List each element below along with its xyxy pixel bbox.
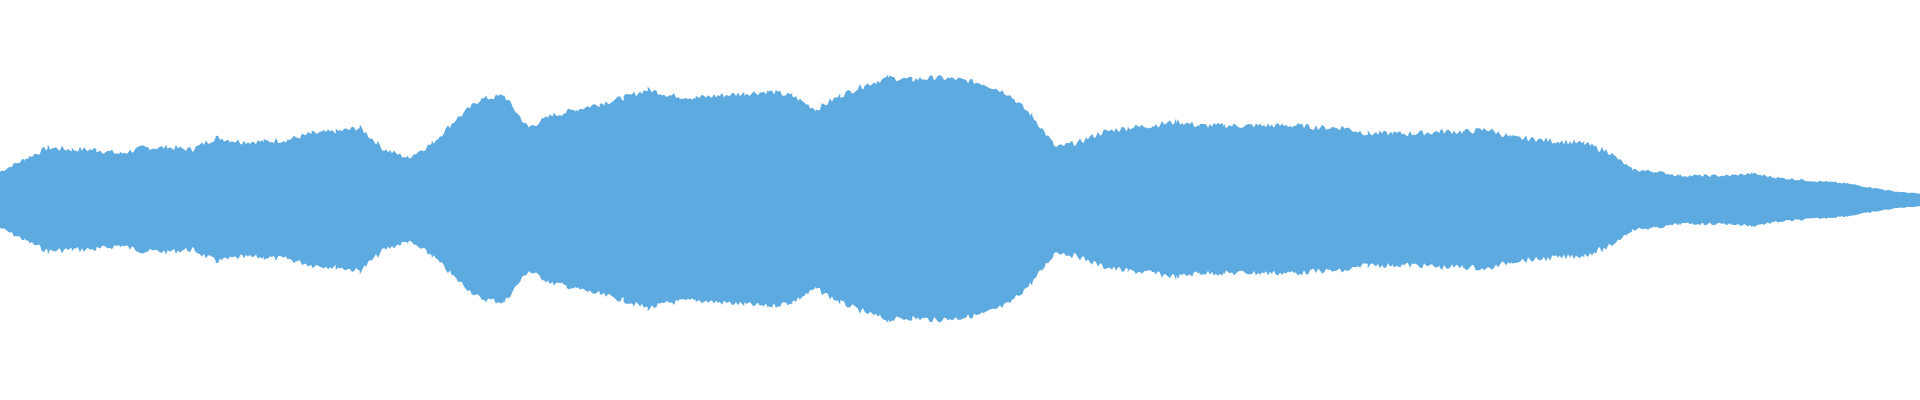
waveform-segment <box>527 114 553 284</box>
waveform-segment <box>1727 171 1753 228</box>
waveform-segment <box>1343 127 1369 271</box>
waveform-segment <box>479 94 505 304</box>
waveform-segment <box>551 108 577 290</box>
waveform-segment <box>287 132 313 267</box>
waveform-segment <box>167 145 193 254</box>
waveform-segment <box>71 146 97 253</box>
waveform-segment <box>1751 172 1777 227</box>
waveform-segment <box>1391 131 1417 268</box>
waveform-segment <box>1775 176 1801 223</box>
waveform-segment <box>431 120 457 279</box>
waveform-segment <box>695 94 721 304</box>
waveform-segment <box>1871 187 1897 212</box>
waveform-segment <box>1535 137 1561 262</box>
waveform-segment <box>1607 153 1633 246</box>
waveform-segment <box>623 90 649 308</box>
waveform-segment <box>407 143 433 256</box>
waveform-segment <box>1823 180 1849 219</box>
waveform-segment <box>1151 119 1177 280</box>
waveform-segment <box>1559 139 1585 260</box>
waveform-segment <box>767 90 793 308</box>
waveform-segment <box>1583 141 1609 257</box>
waveform-segment <box>575 104 601 294</box>
waveform-segment <box>119 145 145 254</box>
waveform-segment <box>311 129 337 270</box>
waveform-segment <box>935 75 961 323</box>
waveform-segment <box>503 95 529 303</box>
waveform-segment <box>863 74 889 323</box>
waveform-segment <box>959 77 985 321</box>
waveform-segment <box>1799 178 1825 221</box>
waveform-segment <box>839 83 865 314</box>
waveform-segment <box>911 75 937 323</box>
waveform-segment <box>1007 94 1033 304</box>
waveform-segment <box>1367 130 1393 269</box>
waveform-segment <box>143 144 169 255</box>
waveform-segment <box>1055 138 1081 261</box>
waveform-segment <box>983 85 1009 313</box>
waveform-segment <box>1631 168 1657 231</box>
waveform-segment <box>1679 173 1705 226</box>
waveform-segment <box>0 158 25 241</box>
waveform-segment <box>887 75 913 323</box>
waveform-segment <box>1103 126 1129 272</box>
waveform-segment <box>239 140 265 259</box>
waveform-segment <box>1415 130 1441 269</box>
waveform-segment <box>815 93 841 305</box>
waveform-segment <box>1079 129 1105 269</box>
waveform-segment <box>191 137 217 262</box>
waveform-segment <box>1199 122 1225 276</box>
waveform-segment <box>359 124 385 274</box>
waveform-segment <box>1271 123 1297 276</box>
waveform-segment <box>1439 128 1465 270</box>
waveform-segment <box>1655 171 1681 229</box>
waveform-segment <box>1295 123 1321 276</box>
waveform-segment <box>383 149 409 250</box>
waveform-segment <box>335 126 361 272</box>
waveform-segment <box>95 149 121 250</box>
waveform-segment <box>1127 124 1153 275</box>
waveform-segment <box>1247 123 1273 276</box>
waveform-segment <box>1175 119 1201 279</box>
waveform-segment <box>1511 134 1537 264</box>
waveform-segment <box>671 92 697 305</box>
waveform-segment <box>599 96 625 302</box>
waveform-segment <box>791 95 817 302</box>
waveform-segment <box>1463 128 1489 271</box>
waveform-segment <box>719 91 745 307</box>
waveform-segment <box>455 100 481 298</box>
waveform-segment <box>1847 183 1873 217</box>
waveform-segment <box>1223 123 1249 276</box>
waveform-segment <box>1895 191 1920 208</box>
waveform-segment <box>23 146 49 253</box>
waveform-segment <box>215 135 241 264</box>
waveform-segment <box>1319 124 1345 274</box>
waveform-segment <box>47 145 73 254</box>
waveform-segment <box>647 86 673 312</box>
waveform-segment <box>1703 174 1729 226</box>
waveform-segment <box>263 137 289 261</box>
waveform <box>0 74 1920 323</box>
waveform-segment <box>1031 115 1057 283</box>
waveform-segment <box>743 90 769 308</box>
waveform-segment <box>1487 128 1513 270</box>
